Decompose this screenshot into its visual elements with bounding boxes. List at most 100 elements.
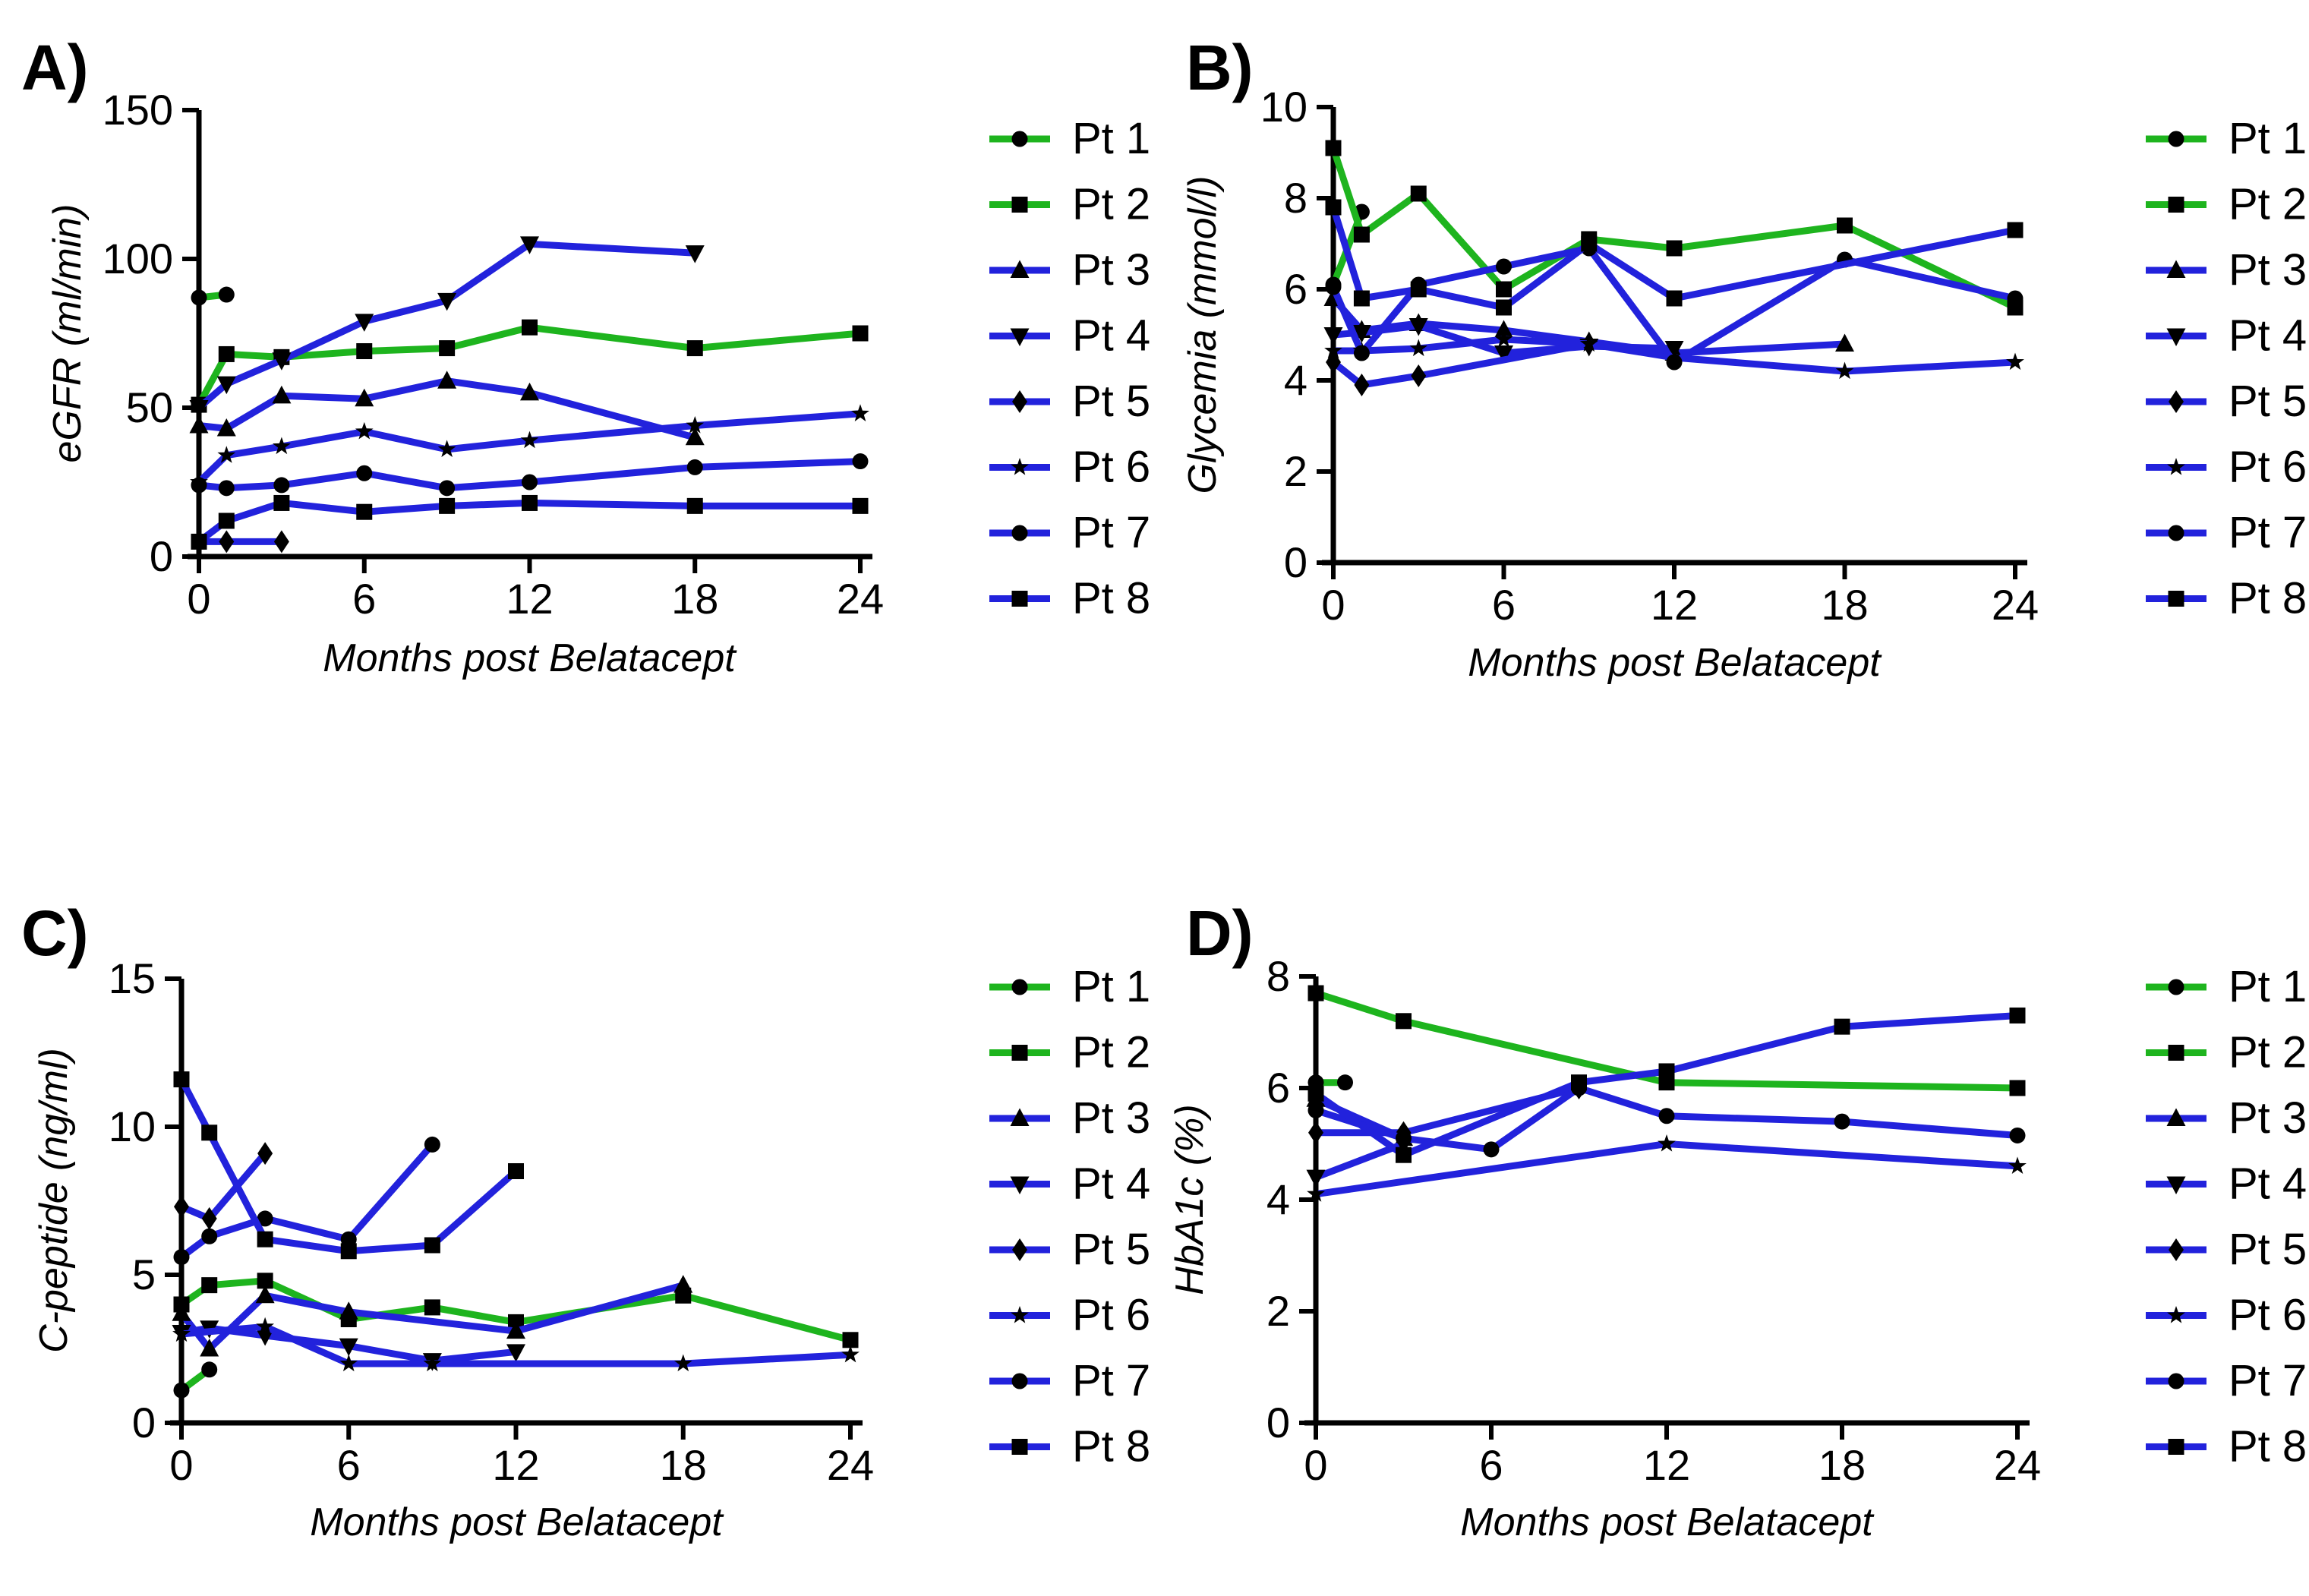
series-marker-A-pt4 [685, 245, 705, 263]
series-line-C-pt8 [178, 1077, 519, 1255]
series-marker-D-pt7 [1396, 1130, 1412, 1147]
x-tick-label-D: 12 [1643, 1441, 1690, 1489]
series-marker-D-pt7 [1307, 1102, 1324, 1118]
series-marker-C-pt6 [423, 1354, 442, 1372]
y-tick-label-A: 50 [126, 383, 173, 431]
legend-marker-triangle-down-icon [1010, 1176, 1030, 1194]
legend-label: Pt 6 [2229, 1291, 2307, 1340]
legend-label: Pt 1 [1072, 962, 1150, 1011]
y-tick-label-B: 2 [1284, 447, 1307, 495]
legend-item-A-pt3: Pt 3 [989, 245, 1150, 295]
legend-item-D-pt3: Pt 3 [2146, 1093, 2307, 1143]
series-marker-D-pt7 [1483, 1141, 1500, 1158]
legend-marker-square-icon [1011, 1045, 1028, 1061]
series-marker-D-pt8 [1834, 1018, 1850, 1035]
series-marker-A-pt3 [355, 388, 374, 407]
series-marker-B-pt2 [1666, 240, 1683, 257]
legend-label: Pt 4 [1072, 311, 1150, 361]
series-marker-A-pt1 [218, 286, 235, 303]
x-tick-label-A: 12 [506, 575, 553, 623]
series-marker-C-pt1 [173, 1382, 190, 1399]
y-tick-label-D: 4 [1266, 1175, 1290, 1223]
legend-item-A-pt4: Pt 4 [989, 311, 1150, 361]
x-tick-label-B: 24 [1992, 581, 2039, 629]
legend-label: Pt 3 [2229, 245, 2307, 295]
legend-marker-triangle-down-icon [2166, 328, 2186, 346]
series-marker-A-pt7 [218, 480, 235, 497]
legend-item-B-pt5: Pt 5 [2146, 377, 2307, 426]
legend-marker-triangle-up-icon [1010, 260, 1030, 278]
series-line-D-pt8 [1314, 1012, 2018, 1159]
panel-C: C) 0 5 10 15 0 6 12 18 24 C-peptide (ng/ml) Months … [21, 897, 1150, 1544]
series-marker-D-pt5 [1308, 1121, 1323, 1144]
series-marker-B-pt7 [1353, 345, 1370, 361]
y-axis-title-C: C-peptide (ng/ml) [32, 1048, 76, 1353]
x-tick-label-A: 18 [671, 575, 718, 623]
legend-marker-circle-icon [2168, 131, 2184, 147]
y-axis-title-D: HbA1c (%) [1168, 1104, 1212, 1295]
series-marker-B-pt8 [1496, 299, 1512, 316]
legend-item-A-pt7: Pt 7 [989, 508, 1150, 557]
series-marker-D-pt6 [1658, 1134, 1676, 1152]
y-tick-label-D: 6 [1266, 1064, 1290, 1112]
series-line-A-pt2 [196, 323, 861, 407]
series-marker-A-pt4 [355, 314, 374, 332]
legend-label: Pt 8 [1072, 1422, 1150, 1471]
series-marker-B-pt2 [1410, 185, 1427, 202]
legend-item-B-pt4: Pt 4 [2146, 311, 2307, 361]
legend-marker-triangle-down-icon [1010, 328, 1030, 346]
legend-item-D-pt6: Pt 6 [2146, 1291, 2307, 1340]
series-marker-B-pt7 [2007, 290, 2024, 307]
series-marker-C-pt2 [201, 1277, 218, 1294]
legend-item-C-pt3: Pt 3 [989, 1093, 1150, 1143]
panel-letter-B: B) [1186, 32, 1254, 103]
series-marker-C-pt8 [508, 1163, 524, 1179]
y-tick-label-A: 0 [150, 532, 173, 580]
x-tick-label-A: 24 [837, 575, 884, 623]
series-marker-B-pt3 [1494, 320, 1513, 338]
series-marker-A-pt4 [272, 352, 292, 371]
series-marker-A-pt3 [685, 427, 705, 446]
series-marker-B-pt8 [1666, 290, 1683, 307]
series-marker-A-pt4 [216, 376, 236, 395]
legend-item-B-pt3: Pt 3 [2146, 245, 2307, 295]
series-marker-A-pt8 [191, 533, 207, 550]
y-tick-label-C: 5 [132, 1251, 156, 1298]
legend-marker-triangle-up-icon [2166, 260, 2186, 278]
legend-marker-circle-icon [1011, 131, 1028, 147]
y-tick-label-B: 0 [1284, 538, 1307, 586]
legend-item-D-pt4: Pt 4 [2146, 1159, 2307, 1209]
legend-item-C-pt8: Pt 8 [989, 1422, 1150, 1471]
legend-label: Pt 4 [2229, 1159, 2307, 1209]
series-marker-C-pt2 [424, 1299, 440, 1316]
series-marker-B-pt2 [1353, 226, 1370, 243]
series-marker-A-pt2 [522, 319, 538, 336]
series-marker-C-pt7 [201, 1228, 218, 1244]
series-line-B-pt5 [1331, 340, 1590, 389]
legend-item-D-pt5: Pt 5 [2146, 1225, 2307, 1274]
panel-A: A) 0 50 100 150 0 6 12 18 24 eGFR (ml/min) Months p… [21, 32, 1150, 680]
series-marker-B-pt6 [1494, 330, 1513, 348]
series-marker-A-pt6 [355, 421, 374, 440]
y-tick-label-B: 6 [1284, 265, 1307, 313]
legend-item-D-pt1: Pt 1 [2146, 962, 2307, 1011]
legend-label: Pt 7 [1072, 1356, 1150, 1405]
legend-label: Pt 8 [2229, 1422, 2307, 1471]
legend-label: Pt 7 [1072, 508, 1150, 557]
legend-marker-square-icon [1011, 197, 1028, 213]
legend-item-C-pt2: Pt 2 [989, 1028, 1150, 1077]
series-marker-A-pt5 [273, 530, 289, 554]
legend-label: Pt 1 [2229, 114, 2307, 163]
legend-label: Pt 8 [1072, 574, 1150, 623]
legend-label: Pt 5 [1072, 1225, 1150, 1274]
series-marker-A-pt3 [520, 382, 539, 401]
legend-label: Pt 7 [2229, 1356, 2307, 1405]
series-marker-B-pt7 [1666, 354, 1683, 371]
series-marker-C-pt8 [173, 1071, 190, 1088]
legend-label: Pt 1 [1072, 114, 1150, 163]
series-line-C-pt6 [181, 1323, 851, 1367]
legend-marker-circle-icon [1011, 525, 1028, 541]
series-marker-D-pt6 [1307, 1184, 1325, 1202]
